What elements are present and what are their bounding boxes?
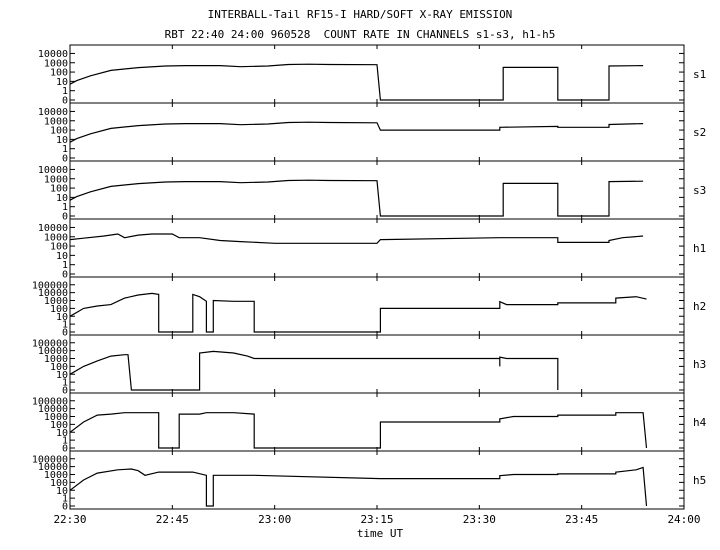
y-tick-label-h4: 1: [62, 436, 68, 447]
x-tick-label: 22:30: [53, 513, 86, 526]
y-tick-label-h5: 1: [62, 494, 68, 505]
y-tick-label-h1: 100: [50, 242, 68, 253]
panel-frame: [69, 450, 685, 510]
channel-label-s1: s1: [693, 68, 706, 81]
y-tick-label-s1: 1000: [44, 58, 68, 69]
chart-title: INTERBALL-Tail RF15-I HARD/SOFT X-RAY EM…: [207, 8, 513, 21]
panel-frame: [69, 102, 685, 162]
y-tick-label-h2: 1000: [44, 296, 68, 307]
y-tick-label-h5: 10: [56, 486, 68, 497]
y-tick-label-s1: 1: [62, 86, 68, 97]
y-tick-label-h5: 0: [62, 502, 68, 513]
x-tick-label: 24:00: [667, 513, 700, 526]
y-tick-label-h1: 10000: [38, 223, 68, 234]
x-tick-label: 23:00: [258, 513, 291, 526]
y-tick-label-s3: 10000: [38, 165, 68, 176]
channel-label-s3: s3: [693, 184, 706, 197]
panel-frame: [69, 334, 685, 394]
y-tick-label-h3: 1000: [44, 354, 68, 365]
y-tick-label-h3: 0: [62, 386, 68, 397]
y-tick-label-s3: 1000: [44, 174, 68, 185]
y-tick-label-h2: 100: [50, 304, 68, 315]
y-tick-label-h5: 100: [50, 478, 68, 489]
y-tick-label-s1: 100: [50, 68, 68, 79]
series-line-h3: [69, 350, 559, 391]
y-tick-label-h3: 1: [62, 378, 68, 389]
y-tick-label-h2: 0: [62, 328, 68, 339]
y-tick-label-h2: 10000: [38, 288, 68, 299]
y-tick-label-h3: 10: [56, 370, 68, 381]
y-tick-label-h2: 100000: [32, 280, 68, 291]
chart-subtitle: RBT 22:40 24:00 960528 COUNT RATE IN CHA…: [164, 28, 556, 41]
y-tick-label-h5: 100000: [32, 454, 68, 465]
y-tick-label-h1: 1: [62, 260, 68, 271]
y-tick-label-h4: 100000: [32, 396, 68, 407]
chart-x-axis: 22:30 22:45 23:00 23:15 23:30 23:45 24:00: [53, 513, 700, 526]
y-tick-label-h2: 10: [56, 312, 68, 323]
y-tick-label-s2: 1: [62, 144, 68, 155]
channel-label-h2: h2: [693, 300, 706, 313]
y-tick-label-h1: 1000: [44, 232, 68, 243]
series-line-s1: [69, 63, 644, 101]
y-tick-label-h3: 10000: [38, 346, 68, 357]
x-tick-label: 23:15: [360, 513, 393, 526]
panel-frame: [69, 276, 685, 336]
panel-frame: [69, 160, 685, 220]
y-tick-label-s2: 100: [50, 126, 68, 137]
channel-label-h4: h4: [693, 416, 707, 429]
x-tick-label: 23:45: [565, 513, 598, 526]
y-tick-label-s2: 1000: [44, 116, 68, 127]
channel-label-h5: h5: [693, 474, 706, 487]
panel-frame: [69, 392, 685, 452]
series-line-h4: [69, 412, 648, 449]
y-tick-label-h1: 10: [56, 251, 68, 262]
series-line-h2: [69, 292, 647, 333]
channel-label-h1: h1: [693, 242, 706, 255]
y-tick-label-s2: 10000: [38, 107, 68, 118]
y-tick-label-h5: 10000: [38, 462, 68, 473]
y-tick-label-h2: 1: [62, 320, 68, 331]
y-tick-label-s3: 10: [56, 193, 68, 204]
channel-label-s2: s2: [693, 126, 706, 139]
y-tick-label-h1: 0: [62, 270, 68, 281]
y-tick-label-h4: 0: [62, 444, 68, 455]
x-tick-label: 23:30: [463, 513, 496, 526]
y-tick-label-s1: 0: [62, 96, 68, 107]
y-tick-label-s2: 10: [56, 135, 68, 146]
x-tick-label: 22:45: [156, 513, 189, 526]
y-tick-label-s1: 10000: [38, 49, 68, 60]
channel-label-h3: h3: [693, 358, 706, 371]
y-tick-label-h4: 10: [56, 428, 68, 439]
y-tick-label-h4: 10000: [38, 404, 68, 415]
series-line-s2: [69, 121, 644, 143]
y-tick-label-s2: 0: [62, 154, 68, 165]
y-tick-label-h5: 1000: [44, 470, 68, 481]
y-tick-label-h3: 100000: [32, 338, 68, 349]
chart-panels: 1000010001001010s11000010001001010s21000…: [32, 44, 707, 513]
y-tick-label-s3: 1: [62, 202, 68, 213]
series-line-h1: [69, 233, 644, 244]
y-tick-label-h4: 1000: [44, 412, 68, 423]
y-tick-label-s1: 10: [56, 77, 68, 88]
series-line-s3: [69, 179, 644, 217]
y-tick-label-s3: 0: [62, 212, 68, 223]
series-line-h5: [69, 466, 648, 507]
x-axis-label: time UT: [356, 527, 404, 540]
y-tick-label-h3: 100: [50, 362, 68, 373]
panel-frame: [69, 44, 685, 104]
y-tick-label-s3: 100: [50, 184, 68, 195]
y-tick-label-h4: 100: [50, 420, 68, 431]
panel-frame: [69, 218, 685, 278]
